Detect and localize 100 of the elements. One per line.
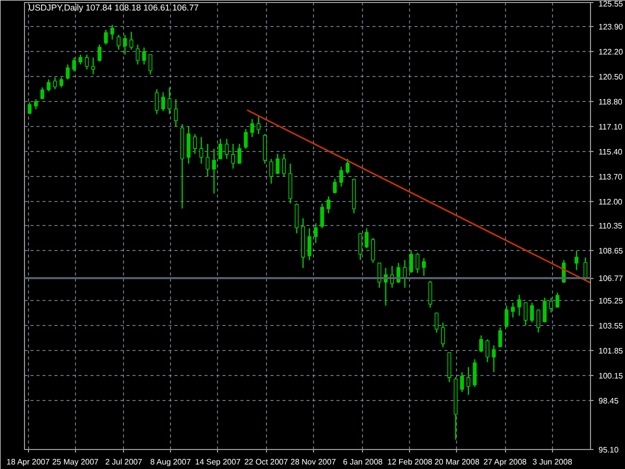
candlestick <box>371 238 375 264</box>
candlestick <box>422 257 426 276</box>
candlestick <box>174 98 178 127</box>
x-tick-label: 8 Aug 2007 <box>150 458 192 466</box>
y-tick-label: 122.20 <box>598 48 624 57</box>
candlestick <box>142 46 146 66</box>
candlestick <box>244 128 248 150</box>
candlestick <box>72 56 76 72</box>
candlestick <box>536 309 540 334</box>
y-tick-label: 117.10 <box>598 122 623 132</box>
candlestick <box>460 372 464 393</box>
x-tick-label: 2 Jul 2007 <box>105 458 143 466</box>
candlestick <box>472 358 477 388</box>
chart-title: USDJPY,Daily 107.84 108.18 106.61 106.77 <box>28 2 199 12</box>
candlestick <box>199 136 204 164</box>
candlestick <box>416 252 420 274</box>
candlestick <box>269 158 274 184</box>
candlestick <box>428 280 432 308</box>
candlestick <box>498 326 502 348</box>
candlestick <box>549 297 553 314</box>
x-tick-label: 14 Sep 2007 <box>195 458 242 466</box>
candlestick <box>556 292 560 308</box>
candlestick <box>161 92 166 112</box>
candlestick <box>66 64 70 80</box>
candlestick <box>46 78 51 92</box>
candlestick <box>583 256 588 282</box>
candlestick <box>479 334 484 353</box>
candlestick <box>574 250 578 271</box>
candlestick <box>346 158 350 174</box>
candlestick <box>441 322 445 348</box>
x-tick-label: 28 Nov 2007 <box>290 458 336 466</box>
y-tick-label: 98.45 <box>598 396 620 406</box>
candlestick <box>98 44 102 62</box>
candlestick <box>542 297 547 324</box>
candlestick <box>326 196 330 214</box>
candlestick <box>193 133 197 154</box>
candlestick <box>34 98 38 110</box>
candlestick <box>320 202 324 229</box>
candlestick <box>129 31 134 50</box>
y-tick-label: 101.85 <box>598 346 624 356</box>
y-tick-label: 108.65 <box>598 246 624 256</box>
x-tick-label: 25 May 2007 <box>52 458 100 466</box>
candlestick <box>504 305 508 328</box>
candlestick <box>510 302 515 318</box>
y-tick-label: 106.77 <box>598 274 624 284</box>
candlestick <box>206 143 210 178</box>
candlestick <box>212 148 216 194</box>
candlestick <box>224 138 229 160</box>
candlestick <box>53 76 57 90</box>
candlestick <box>530 302 534 324</box>
y-tick-label: 113.70 <box>598 172 623 182</box>
candlestick <box>186 126 191 164</box>
x-tick-label: 12 Feb 2008 <box>387 458 433 466</box>
candlestick <box>339 166 344 188</box>
y-tick-label: 105.25 <box>598 296 624 306</box>
candlestick <box>78 54 82 66</box>
candlestick <box>524 302 528 326</box>
y-tick-label: 110.35 <box>598 222 623 231</box>
candlestick <box>358 232 362 261</box>
candlestick <box>231 143 236 170</box>
x-tick-label: 22 Oct 2007 <box>244 458 289 466</box>
y-tick-label: 115.40 <box>598 148 623 156</box>
candlestick <box>517 294 522 316</box>
y-tick-label: 95.10 <box>598 446 620 454</box>
candlestick <box>110 24 114 40</box>
candlestick <box>218 138 222 160</box>
candlestick <box>276 153 280 174</box>
y-tick-label: 118.80 <box>598 98 623 107</box>
y-tick-label: 120.50 <box>598 72 624 82</box>
candlestick <box>294 202 299 234</box>
candlestick <box>307 228 312 261</box>
y-tick-label: 112.00 <box>598 197 623 206</box>
x-tick-label: 20 Mar 2008 <box>434 458 480 466</box>
candlestick <box>364 228 369 249</box>
candlestick <box>409 250 414 274</box>
x-tick-label: 6 Jan 2008 <box>343 458 384 466</box>
x-tick-label: 27 Apr 2008 <box>483 458 528 466</box>
candlestick <box>59 76 64 88</box>
candlestick <box>238 143 242 164</box>
candlestick <box>332 178 337 194</box>
candlestick <box>116 34 121 50</box>
y-tick-label: 103.55 <box>598 321 624 330</box>
candlestick <box>256 116 260 135</box>
candlestick <box>168 86 172 115</box>
candlestick <box>28 102 32 115</box>
y-tick-label: 123.90 <box>598 22 624 32</box>
candlestick <box>154 88 159 115</box>
candlestick <box>466 366 470 396</box>
x-tick-label: 3 Jun 2008 <box>532 458 573 466</box>
candlestick <box>123 34 127 56</box>
candlestick <box>314 222 318 244</box>
candlestick <box>148 54 152 76</box>
candlestick <box>486 338 490 363</box>
candlestick <box>250 118 254 138</box>
candlestick <box>136 44 140 66</box>
candlestick <box>492 344 496 373</box>
candlestick <box>434 312 439 334</box>
candlestick <box>84 54 89 70</box>
x-tick-label: 18 Apr 2007 <box>6 458 50 466</box>
candlestick <box>104 29 108 46</box>
